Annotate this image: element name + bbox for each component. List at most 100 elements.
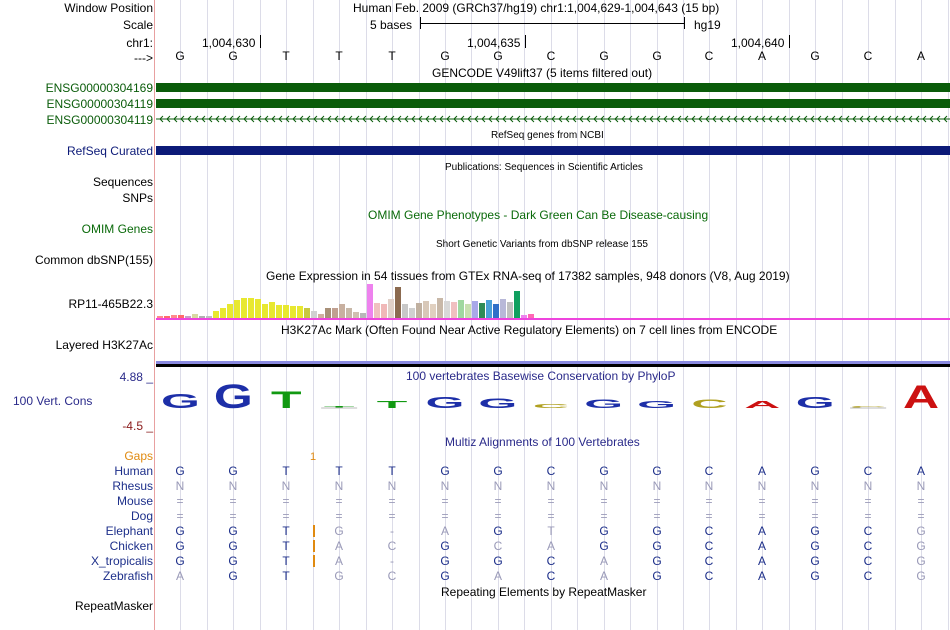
species-label[interactable]: Elephant xyxy=(105,524,153,538)
gtex-label[interactable]: RP11-465B22.3 xyxy=(68,297,153,311)
repeatmasker-title[interactable]: Repeating Elements by RepeatMasker xyxy=(441,585,647,599)
phylop-label[interactable]: 100 Vert. Cons xyxy=(13,394,93,408)
gtex-tissue-bar[interactable] xyxy=(521,315,527,318)
gtex-tissue-bar[interactable] xyxy=(206,316,212,318)
gtex-tissue-bar[interactable] xyxy=(458,300,464,318)
gtex-tissue-bar[interactable] xyxy=(381,304,387,318)
gtex-tissue-bar[interactable] xyxy=(395,287,401,318)
gtex-tissue-bar[interactable] xyxy=(444,301,450,318)
gtex-tissue-bar[interactable] xyxy=(451,302,457,318)
gtex-tissue-bar[interactable] xyxy=(374,303,380,318)
reference-base: C xyxy=(704,49,714,63)
publications-label-sequences[interactable]: Sequences xyxy=(92,175,153,189)
gencode-track-label-3[interactable]: ENSG00000304119 xyxy=(46,113,153,127)
gtex-tissue-bar[interactable] xyxy=(164,316,170,318)
gtex-tissue-bar[interactable] xyxy=(185,316,191,318)
gencode-feature-2[interactable] xyxy=(156,99,950,108)
gtex-tissue-bar[interactable] xyxy=(493,304,499,318)
gtex-tissue-bar[interactable] xyxy=(339,304,345,318)
gencode-track-label-2[interactable]: ENSG00000304119 xyxy=(46,97,153,111)
gtex-tissue-bar[interactable] xyxy=(430,304,436,318)
refseq-feature[interactable] xyxy=(156,146,950,155)
gtex-tissue-bar[interactable] xyxy=(423,301,429,318)
gtex-tissue-bar[interactable] xyxy=(276,305,282,318)
gtex-tissue-bar[interactable] xyxy=(500,299,506,318)
reference-base: G xyxy=(228,49,238,63)
species-label[interactable]: Chicken xyxy=(109,539,153,553)
gtex-tissue-bar[interactable] xyxy=(416,303,422,318)
gtex-tissue-bar[interactable] xyxy=(213,311,219,318)
dbsnp-label[interactable]: Common dbSNP(155) xyxy=(34,253,153,267)
multiz-title[interactable]: Multiz Alignments of 100 Vertebrates xyxy=(445,435,640,449)
species-label[interactable]: Zebrafish xyxy=(102,569,153,583)
gtex-tissue-bar[interactable] xyxy=(290,306,296,318)
gtex-tissue-bar[interactable] xyxy=(402,304,408,318)
gtex-tissue-bar[interactable] xyxy=(437,298,443,318)
position-tick-mark-3 xyxy=(789,35,790,48)
gtex-tissue-bar[interactable] xyxy=(269,302,275,318)
species-label[interactable]: Dog xyxy=(130,509,153,523)
gtex-tissue-bar[interactable] xyxy=(283,305,289,318)
scale-label: Scale xyxy=(122,18,153,32)
publications-label-snps[interactable]: SNPs xyxy=(122,191,153,205)
gtex-tissue-bar[interactable] xyxy=(486,300,492,318)
gtex-tissue-bar[interactable] xyxy=(171,315,177,318)
gtex-tissue-bar[interactable] xyxy=(325,308,331,318)
alignment-base: N xyxy=(387,479,397,493)
gtex-tissue-bar[interactable] xyxy=(514,291,520,318)
gencode-title[interactable]: GENCODE V49lift37 (5 items filtered out) xyxy=(432,66,653,80)
gencode-track-label-1[interactable]: ENSG00000304169 xyxy=(45,81,153,95)
h3k27ac-label[interactable]: Layered H3K27Ac xyxy=(55,338,153,352)
gtex-tissue-bar[interactable] xyxy=(297,306,303,318)
gencode-feature-1[interactable] xyxy=(156,83,950,92)
gtex-tissue-bar[interactable] xyxy=(479,303,485,318)
refseq-label[interactable]: RefSeq Curated xyxy=(66,144,153,158)
gtex-tissue-bar[interactable] xyxy=(192,314,198,318)
alignment-base: = xyxy=(388,509,396,523)
omim-title[interactable]: OMIM Gene Phenotypes - Dark Green Can Be… xyxy=(368,208,709,222)
gtex-tissue-bar[interactable] xyxy=(465,304,471,318)
strand-arrow xyxy=(831,115,836,123)
gtex-tissue-bar[interactable] xyxy=(346,308,352,318)
publications-title[interactable]: Publications: Sequences in Scientific Ar… xyxy=(445,162,643,173)
gtex-tissue-bar[interactable] xyxy=(528,314,534,318)
gtex-tissue-bar[interactable] xyxy=(227,304,233,318)
gtex-tissue-bar[interactable] xyxy=(255,299,261,318)
gtex-tissue-bar[interactable] xyxy=(332,308,338,318)
dbsnp-title[interactable]: Short Genetic Variants from dbSNP releas… xyxy=(436,239,648,250)
gaps-label[interactable]: Gaps xyxy=(124,449,153,463)
gtex-tissue-bar[interactable] xyxy=(248,298,254,318)
gtex-tissue-bar[interactable] xyxy=(304,308,310,318)
species-label[interactable]: X_tropicalis xyxy=(90,554,153,568)
gtex-tissue-bar[interactable] xyxy=(318,314,324,318)
gtex-tissue-bar[interactable] xyxy=(311,311,317,318)
gtex-tissue-bar[interactable] xyxy=(507,302,513,318)
gtex-tissue-bar[interactable] xyxy=(199,316,205,318)
gtex-tissue-bar[interactable] xyxy=(178,315,184,318)
strand-arrow xyxy=(278,115,283,123)
grid-line xyxy=(709,0,710,630)
gtex-tissue-bar[interactable] xyxy=(234,300,240,318)
gtex-tissue-bar[interactable] xyxy=(262,304,268,318)
gtex-tissue-bar[interactable] xyxy=(353,312,359,318)
species-label[interactable]: Rhesus xyxy=(112,479,153,493)
gtex-tissue-bar[interactable] xyxy=(472,301,478,318)
strand-arrow xyxy=(859,115,864,123)
gtex-tissue-bar[interactable] xyxy=(360,313,366,318)
gtex-tissue-bar[interactable] xyxy=(409,308,415,318)
omim-label[interactable]: OMIM Genes xyxy=(81,222,153,236)
alignment-base: C xyxy=(863,554,873,568)
gtex-tissue-bar[interactable] xyxy=(220,308,226,318)
phylop-title[interactable]: 100 vertebrates Basewise Conservation by… xyxy=(406,369,676,383)
gtex-tissue-bar[interactable] xyxy=(241,298,247,318)
repeatmasker-label[interactable]: RepeatMasker xyxy=(74,599,153,613)
species-label[interactable]: Human xyxy=(114,464,153,478)
gtex-tissue-bar[interactable] xyxy=(157,316,163,318)
refseq-title[interactable]: RefSeq genes from NCBI xyxy=(491,130,604,141)
gtex-title[interactable]: Gene Expression in 54 tissues from GTEx … xyxy=(266,269,790,283)
h3k27ac-title[interactable]: H3K27Ac Mark (Often Found Near Active Re… xyxy=(281,323,778,337)
gtex-tissue-bar[interactable] xyxy=(367,284,373,318)
species-label[interactable]: Mouse xyxy=(116,494,153,508)
gtex-tissue-bar[interactable] xyxy=(388,299,394,318)
alignment-base: C xyxy=(704,524,714,538)
